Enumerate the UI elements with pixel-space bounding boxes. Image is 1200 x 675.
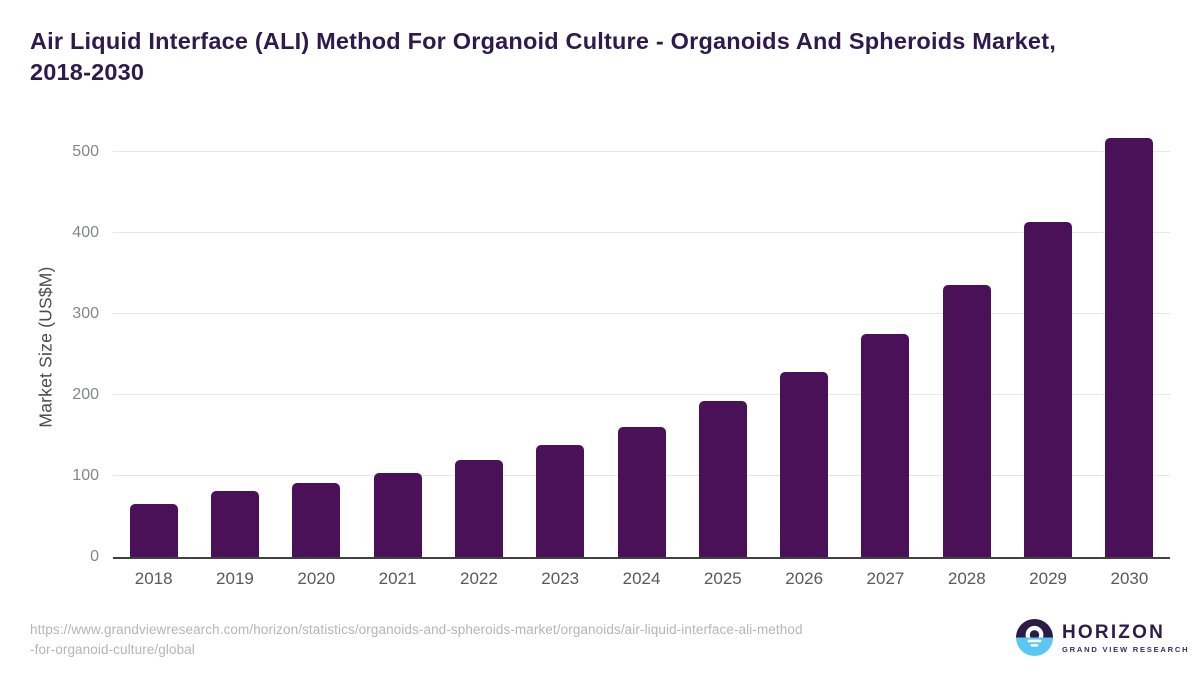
gridline-500: [113, 150, 1170, 152]
bar-2020: [292, 483, 341, 557]
x-tick-2023: 2023: [541, 569, 580, 588]
y-tick-500: 500: [72, 142, 99, 160]
bar-slot-2021: [357, 138, 438, 557]
y-tick-100: 100: [72, 466, 99, 484]
bar-2023: [536, 445, 585, 557]
bar-2019: [210, 491, 259, 557]
x-label-slot-2019: 2019: [194, 569, 275, 589]
bars-series: [113, 137, 1170, 557]
y-tick-400: 400: [72, 223, 99, 241]
bar-slot-2024: [601, 138, 682, 557]
bar-2029: [1024, 222, 1073, 557]
bar-slot-2020: [276, 138, 357, 557]
x-tick-2024: 2024: [622, 569, 661, 588]
plot-area: 0 100 200 300 400 500 2018 2019 2020 2021 2022 202…: [72, 137, 1170, 588]
x-label-slot-2030: 2030: [1089, 569, 1170, 589]
y-tick-200: 200: [72, 385, 99, 403]
x-label-slot-2027: 2027: [845, 569, 926, 589]
bar-2022: [454, 459, 503, 557]
bar-2024: [617, 426, 666, 557]
x-label-slot-2028: 2028: [926, 569, 1007, 589]
gridline-200: [113, 393, 1170, 395]
x-axis-tick-labels: 2018 2019 2020 2021 2022 2023 2024 2025 2026 2027…: [113, 569, 1170, 589]
x-label-slot-2022: 2022: [438, 569, 519, 589]
x-tick-2020: 2020: [297, 569, 336, 588]
x-label-slot-2023: 2023: [520, 569, 601, 589]
source-url: https://www.grandviewresearch.com/horizo…: [30, 622, 803, 657]
bar-slot-2022: [438, 138, 519, 557]
horizon-logo: HORIZON GRAND VIEW RESEARCH: [1016, 619, 1189, 656]
bar-2027: [861, 334, 910, 557]
chart-title: Air Liquid Interface (ALI) Method For Or…: [30, 28, 1056, 86]
x-label-slot-2024: 2024: [601, 569, 682, 589]
bar-slot-2029: [1007, 138, 1088, 557]
bar-slot-2018: [113, 138, 194, 557]
x-tick-2021: 2021: [378, 569, 417, 588]
bar-2028: [942, 284, 991, 557]
y-tick-0: 0: [90, 548, 99, 565]
horizon-logo-subtitle: GRAND VIEW RESEARCH: [1062, 644, 1190, 654]
bar-slot-2023: [520, 138, 601, 557]
bar-2030: [1105, 137, 1154, 557]
x-label-slot-2020: 2020: [276, 569, 357, 589]
bar-slot-2030: [1089, 137, 1170, 557]
x-label-slot-2029: 2029: [1007, 569, 1088, 589]
x-tick-2019: 2019: [216, 569, 254, 588]
x-label-slot-2021: 2021: [357, 569, 438, 589]
y-tick-300: 300: [72, 304, 99, 322]
horizon-logo-icon: [1016, 619, 1053, 656]
x-label-slot-2025: 2025: [682, 569, 763, 589]
x-tick-2025: 2025: [703, 569, 742, 588]
bar-slot-2025: [682, 138, 763, 557]
x-tick-2026: 2026: [785, 569, 824, 588]
horizon-logo-name: HORIZON: [1062, 621, 1166, 643]
bar-slot-2026: [764, 138, 845, 557]
x-label-slot-2018: 2018: [113, 569, 194, 589]
x-tick-2018: 2018: [134, 569, 173, 588]
bar-2018: [129, 503, 178, 557]
bar-slot-2019: [194, 138, 275, 557]
bar-2021: [373, 472, 422, 557]
x-label-slot-2026: 2026: [764, 569, 845, 589]
x-tick-2028: 2028: [947, 569, 986, 588]
horizon-logo-text: HORIZON GRAND VIEW RESEARCH: [1062, 622, 1189, 654]
x-tick-2022: 2022: [459, 569, 498, 588]
bar-slot-2028: [926, 138, 1007, 557]
bar-2026: [780, 372, 829, 557]
bar-2025: [698, 401, 747, 557]
x-tick-2029: 2029: [1029, 569, 1067, 588]
x-tick-2030: 2030: [1110, 569, 1149, 588]
bar-slot-2027: [845, 138, 926, 557]
gridline-400: [113, 231, 1170, 233]
gridline-300: [113, 312, 1170, 314]
x-tick-2027: 2027: [866, 569, 905, 588]
